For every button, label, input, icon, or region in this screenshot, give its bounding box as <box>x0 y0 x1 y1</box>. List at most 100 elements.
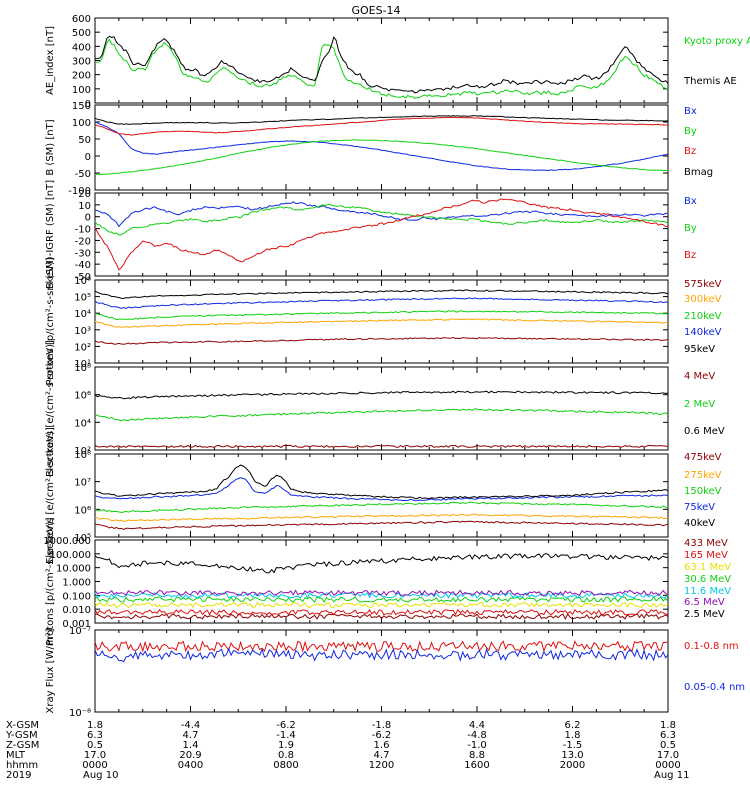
y-tick-label: 10³ <box>74 326 91 337</box>
legend-label: 75keV <box>684 502 715 513</box>
series-line <box>94 297 668 310</box>
orbit-value: 0.5 <box>660 740 676 751</box>
figure-title: GOES-14 <box>351 4 400 17</box>
series-line <box>94 613 669 621</box>
series-line <box>94 35 669 94</box>
orbit-value: -1.0 <box>467 740 487 751</box>
orbit-value: -4.4 <box>181 720 201 731</box>
series-line <box>94 647 669 663</box>
series-line <box>94 444 669 449</box>
orbit-value: 17.0 <box>84 750 106 761</box>
series-line <box>94 592 669 599</box>
panel-frame <box>94 17 669 104</box>
orbit-row-label: Y-GSM <box>5 730 38 741</box>
y-tick-label: 10⁻⁷ <box>69 626 91 637</box>
orbit-value: 4.7 <box>183 730 199 741</box>
y-tick-label: -100 <box>68 186 91 197</box>
y-tick-label: 100 <box>72 85 91 96</box>
legend-label: 95keV <box>684 344 715 355</box>
orbit-row-label: MLT <box>6 750 26 761</box>
y-tick-label: 100.000 <box>50 550 91 561</box>
orbit-value: 1.8 <box>660 720 676 731</box>
y-tick-label: 1000.000 <box>43 536 91 547</box>
legend-label: Bmag <box>684 167 713 178</box>
y-tick-label: 150 <box>72 101 91 112</box>
orbit-value: 0000 <box>655 760 680 771</box>
panel-6: 10⁸ 10⁷ 10⁶ 10⁵ Electrons [e/(cm²-s-sr-keV)]… <box>45 427 722 564</box>
y-tick-label: 500 <box>72 28 91 39</box>
y-tick-label: 300 <box>72 57 91 68</box>
y-tick-label: 10 <box>78 201 91 212</box>
y-tick-label: 10.000 <box>56 564 91 575</box>
orbit-row-label: hhmm <box>6 760 38 771</box>
y-tick-label: 0 <box>85 213 91 224</box>
series-line <box>94 38 669 99</box>
orbit-value: 0400 <box>178 760 203 771</box>
legend-label: 475keV <box>684 452 722 463</box>
orbit-value: 0800 <box>273 760 298 771</box>
year-label: 2019 <box>6 770 31 781</box>
orbit-value: -1.4 <box>276 730 296 741</box>
series-line <box>94 513 669 522</box>
legend-label: 575keV <box>684 279 722 290</box>
series-line <box>94 552 669 574</box>
orbit-value: 0.8 <box>278 750 294 761</box>
panel-frame <box>94 366 669 451</box>
y-tick-label: 600 <box>72 14 91 25</box>
orbit-value: 8.8 <box>469 750 485 761</box>
legend-label: 275keV <box>684 470 722 481</box>
panel-frame <box>94 192 669 277</box>
panel-frame <box>94 629 669 713</box>
y-tick-label: 10⁸ <box>74 363 91 374</box>
series-line <box>94 116 668 136</box>
y-tick-label: 50 <box>78 135 91 146</box>
y-axis-label: Protons [p/(cm²-s-sr-keV)] <box>45 257 56 385</box>
y-tick-label: 20 <box>78 189 91 200</box>
y-tick-label: -10 <box>75 225 91 236</box>
orbit-value: 1.6 <box>374 740 390 751</box>
y-tick-label: -40 <box>75 260 91 271</box>
y-tick-label: -50 <box>75 272 91 283</box>
orbit-value: 1.9 <box>278 740 294 751</box>
date-end: Aug 11 <box>654 770 689 781</box>
series-line <box>94 596 669 603</box>
legend-label: Bz <box>684 146 696 157</box>
orbit-value: 13.0 <box>561 750 583 761</box>
orbit-value: -1.8 <box>372 720 392 731</box>
y-tick-label: 10⁵ <box>74 293 91 304</box>
y-tick-label: 10⁻⁸ <box>69 708 91 719</box>
series-line <box>94 201 669 228</box>
y-tick-label: 100 <box>72 118 91 129</box>
series-line <box>94 336 669 345</box>
orbit-value: 1.8 <box>87 720 103 731</box>
legend-label: By <box>684 126 697 137</box>
legend-label: By <box>684 223 697 234</box>
y-axis-label: Xray Flux [W/m²] <box>45 628 56 713</box>
legend-label: 433 MeV <box>684 538 728 549</box>
y-tick-label: 10⁸ <box>74 450 91 461</box>
y-tick-label: -50 <box>75 169 91 180</box>
series-line <box>94 121 669 172</box>
y-tick-label: 10² <box>74 446 91 457</box>
series-line <box>94 318 669 328</box>
legend-label: Bx <box>684 106 697 117</box>
legend-label: 2.5 MeV <box>684 609 725 620</box>
legend-label: 0.05-0.4 nm <box>684 682 745 693</box>
legend-label: 11.6 MeV <box>684 586 731 597</box>
orbit-value: 2000 <box>560 760 585 771</box>
y-tick-label: 10⁴ <box>74 418 91 429</box>
y-tick-label: 400 <box>72 42 91 53</box>
panel-4: 10⁶ 10⁵ 10⁴ 10³ 10² 10¹ Protons [p/(cm²-s-sr-k… <box>45 257 722 385</box>
time-axis-table: X-GSM 1.8 -4.4 -6.2 -1.8 4.4 6.2 1.8Y-GSM 6.3 4.7… <box>5 720 689 781</box>
series-line <box>94 501 669 514</box>
orbit-value: -1.5 <box>563 740 583 751</box>
orbit-row-label: Z-GSM <box>6 740 39 751</box>
date-start: Aug 10 <box>83 770 118 781</box>
legend-label: Themis AE <box>683 76 737 87</box>
y-tick-label: 10⁴ <box>74 309 91 320</box>
y-tick-label: 200 <box>72 71 91 82</box>
panel-5: 10⁸ 10⁶ 10⁴ 10² Electrons [e/(cm²-s-sr-keV)]… <box>45 340 725 477</box>
panel-2: 150 100 50 0 -50 -100 B (SM) [nT] Bx By Bz Bmag <box>45 101 713 197</box>
legend-label: 165 MeV <box>684 550 728 561</box>
